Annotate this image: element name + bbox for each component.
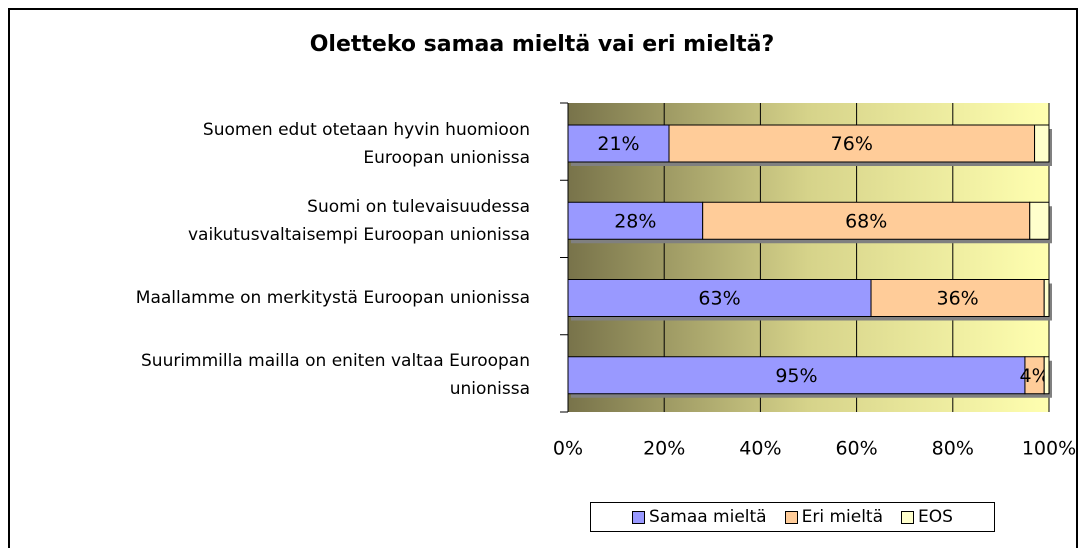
bar-segment (567, 124, 670, 163)
x-tick-label: 100% (1022, 438, 1076, 460)
legend-swatch (901, 510, 915, 524)
x-tick-label: 80% (932, 438, 974, 460)
legend-item: Eri mieltä (784, 507, 884, 527)
x-tick-label: 60% (835, 438, 877, 460)
bar-segment (870, 279, 1045, 317)
bar-segment (1043, 279, 1050, 317)
bar-segment (567, 356, 1026, 395)
legend-label: EOS (918, 507, 953, 527)
bar-segment (1034, 124, 1050, 163)
chart-title: Oletteko samaa mieltä vai eri mieltä? (310, 32, 775, 57)
data-label: 4% (1019, 365, 1049, 387)
bar-segment (668, 124, 1036, 163)
legend-item: Samaa mieltä (632, 507, 767, 527)
y-tick-label: Suomen edut otetaan hyvin huomioon Euroo… (202, 119, 530, 168)
y-tick-label: Maallamme on merkitystä Euroopan unionis… (135, 288, 530, 308)
legend-item: EOS (901, 507, 953, 527)
y-tick-label: Suurimmilla mailla on eniten valtaa Euro… (141, 351, 530, 400)
legend-label: Eri mieltä (801, 507, 884, 527)
y-tick-label: Suomi on tulevaisuudessa vaikutusvaltais… (187, 196, 530, 245)
legend-label: Samaa mieltä (649, 507, 767, 527)
data-label: 63% (698, 288, 740, 310)
data-label: 21% (597, 133, 639, 155)
x-tick-label: 0% (553, 438, 583, 460)
legend-swatch (784, 510, 798, 524)
bar-segment (1043, 356, 1050, 395)
data-label: 68% (845, 210, 887, 232)
data-label: 76% (831, 133, 873, 155)
frame (8, 8, 1078, 548)
legend-swatch (632, 510, 646, 524)
data-label: 28% (614, 210, 656, 232)
data-label: 36% (936, 288, 978, 310)
bar-segment (702, 201, 1031, 240)
legend: Samaa mieltä Eri mieltä EOS (590, 502, 995, 532)
data-label: 95% (775, 365, 817, 387)
bar-segment (1029, 201, 1050, 240)
x-tick-label: 20% (643, 438, 685, 460)
bar-segment (567, 201, 704, 240)
x-tick-label: 40% (739, 438, 781, 460)
